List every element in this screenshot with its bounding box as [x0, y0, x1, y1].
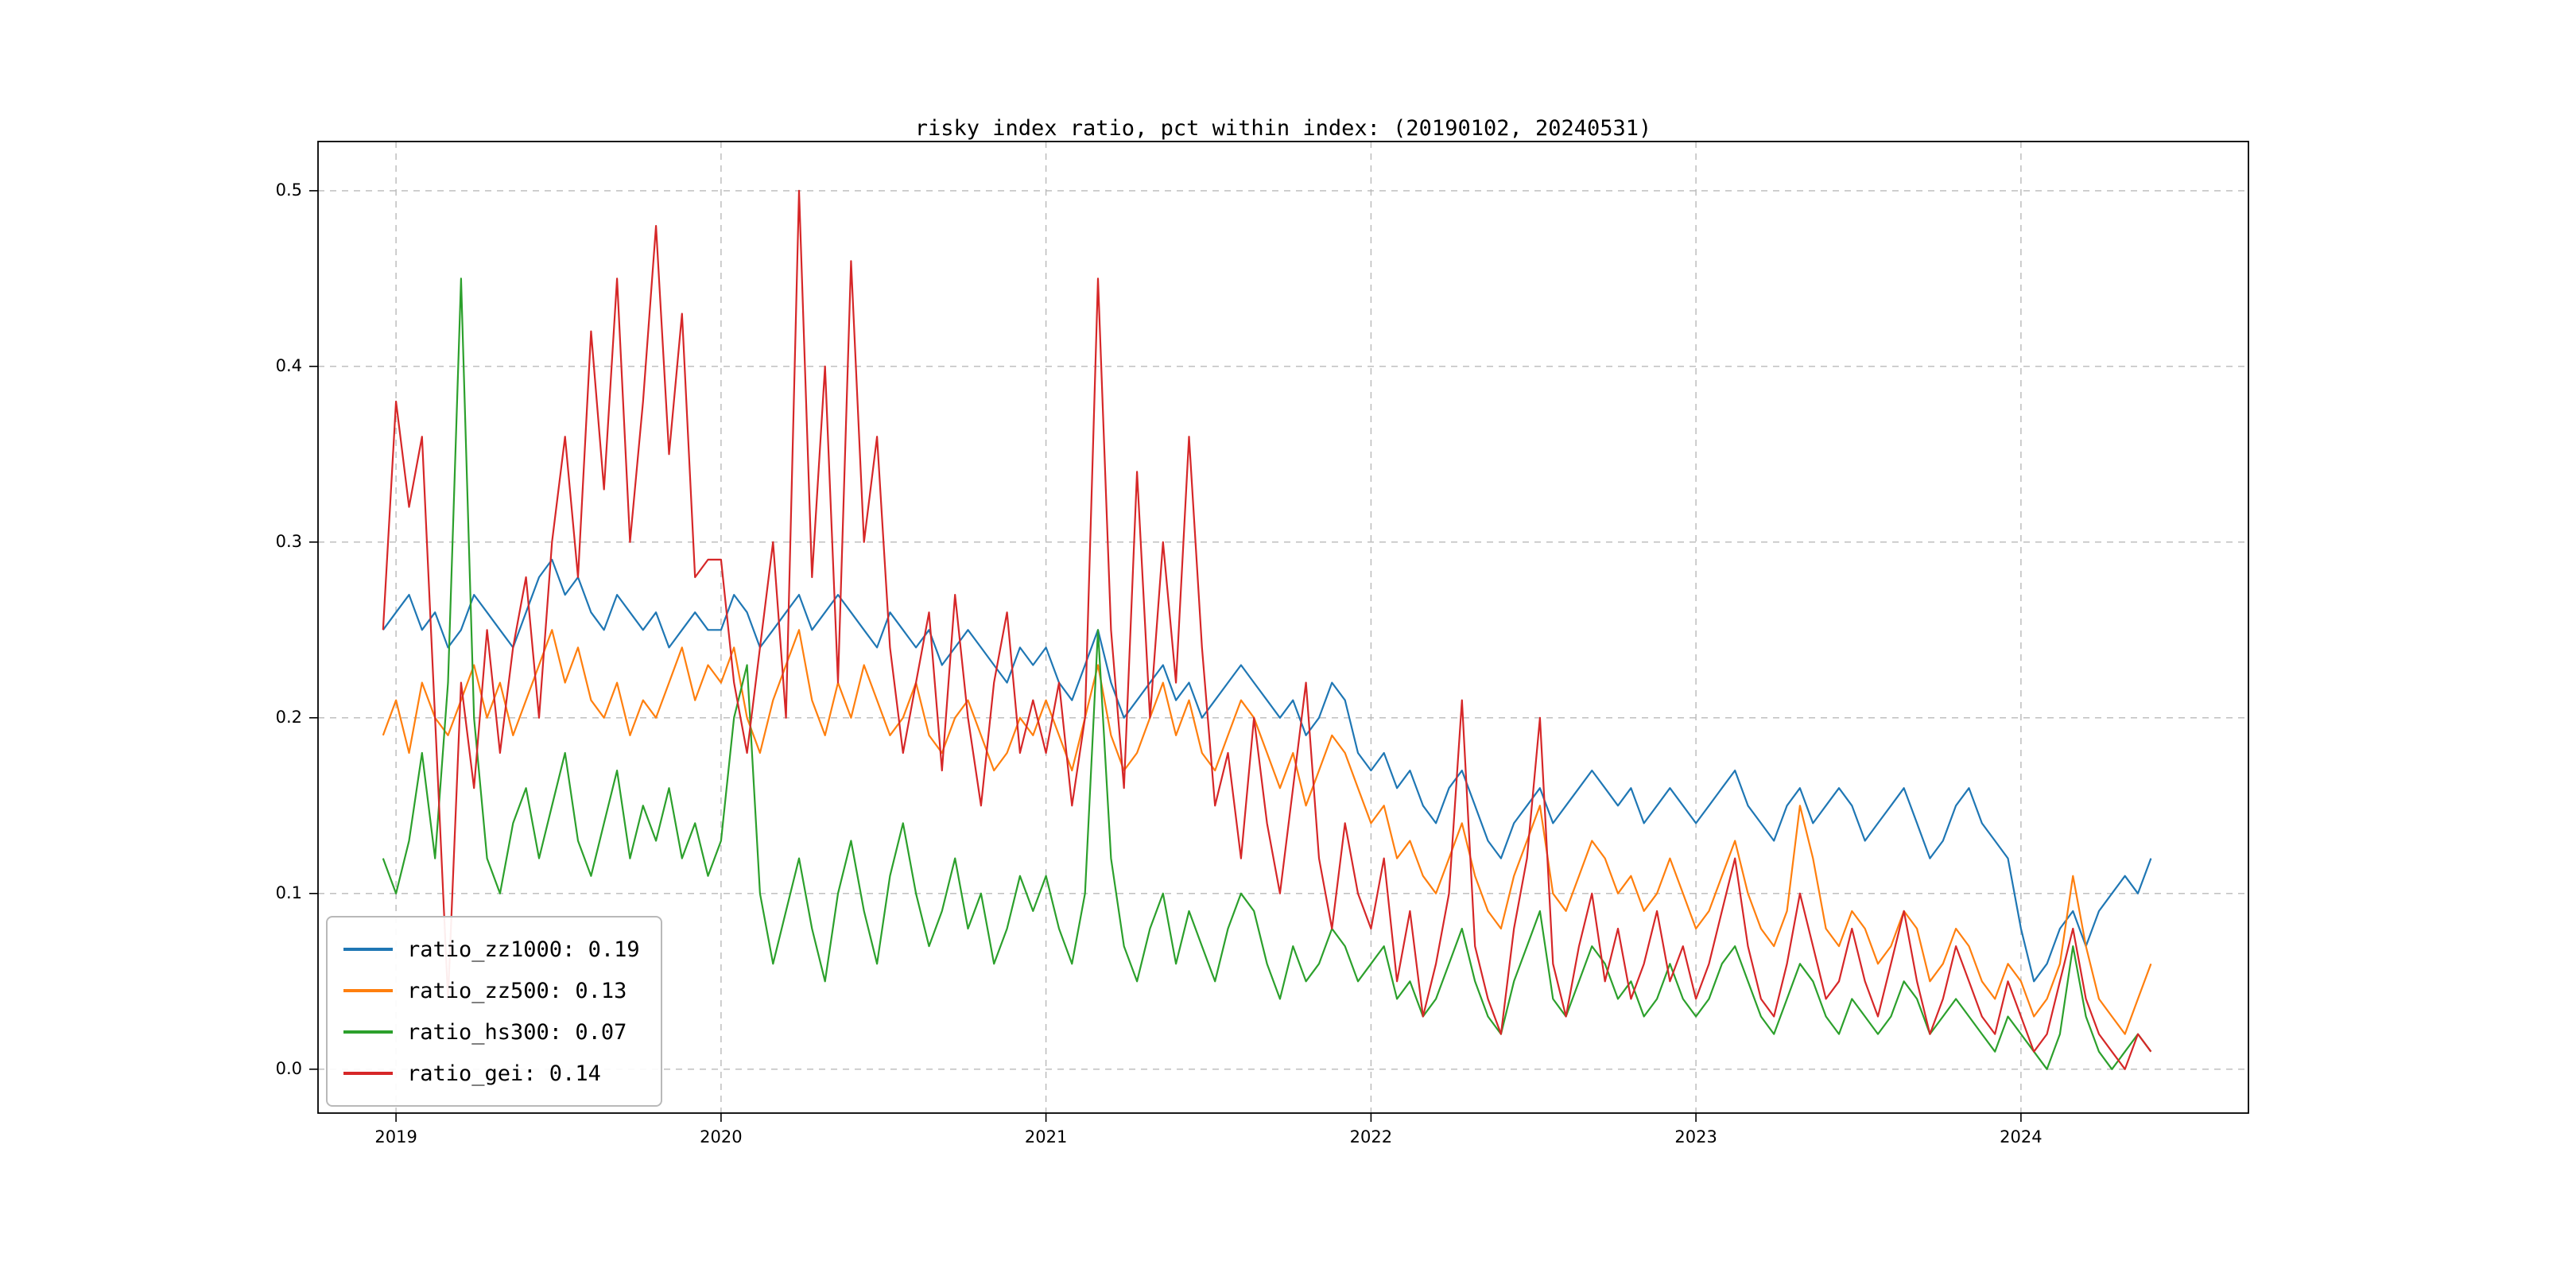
legend: ratio_zz1000: 0.19 ratio_zz500: 0.13 rat…: [326, 916, 662, 1107]
y-tick-label: 0.5: [275, 180, 302, 200]
y-tick-label: 0.4: [275, 355, 302, 375]
x-tick-label: 2020: [700, 1127, 743, 1146]
x-tick-label: 2023: [1674, 1127, 1717, 1146]
series-line-ratio_zz500: [382, 629, 2152, 1035]
y-tick-label: 0.2: [275, 707, 302, 727]
legend-item: ratio_gei: 0.14: [343, 1053, 640, 1094]
x-tick-label: 2021: [1024, 1127, 1068, 1146]
legend-line-swatch-zz1000: [343, 948, 393, 951]
y-tick-label: 0.3: [275, 531, 302, 551]
y-tick-label: 0.1: [275, 883, 302, 902]
legend-item: ratio_zz500: 0.13: [343, 970, 640, 1011]
series-line-ratio_gei: [382, 189, 2152, 1070]
x-tick-label: 2024: [2000, 1127, 2043, 1146]
x-tick-label: 2022: [1349, 1127, 1393, 1146]
series-line-ratio_hs300: [382, 277, 2152, 1070]
legend-line-swatch-zz500: [343, 989, 393, 992]
x-tick-label: 2019: [374, 1127, 417, 1146]
legend-line-swatch-gei: [343, 1072, 393, 1075]
legend-label: ratio_zz500: 0.13: [407, 978, 627, 1003]
axes-box: [317, 141, 2249, 1114]
legend-label: ratio_gei: 0.14: [407, 1061, 601, 1086]
y-tick-label: 0.0: [275, 1058, 302, 1078]
legend-line-swatch-hs300: [343, 1030, 393, 1034]
legend-label: ratio_hs300: 0.07: [407, 1019, 627, 1045]
legend-label: ratio_zz1000: 0.19: [407, 937, 640, 962]
series-line-ratio_zz1000: [382, 558, 2152, 983]
chart-title: risky index ratio, pct within index: (20…: [914, 116, 1652, 141]
legend-item: ratio_zz1000: 0.19: [343, 929, 640, 970]
legend-item: ratio_hs300: 0.07: [343, 1011, 640, 1053]
